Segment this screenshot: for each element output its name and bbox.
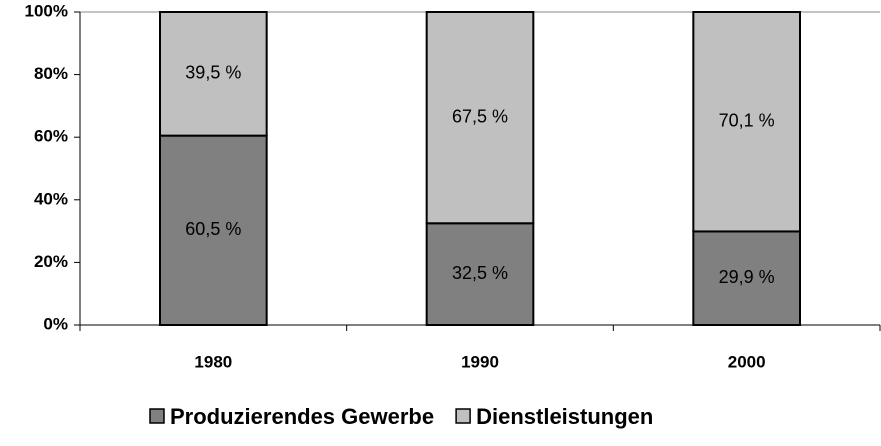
y-tick-label: 80% xyxy=(34,64,68,83)
bar-segment xyxy=(692,230,801,326)
bar-segment xyxy=(692,11,801,233)
legend-label: Dienstleistungen xyxy=(476,404,653,429)
legend-swatch xyxy=(149,408,165,424)
x-tick-label: 2000 xyxy=(728,352,766,371)
value-label: 70,1 % xyxy=(719,110,775,130)
legend-swatch xyxy=(455,408,471,424)
value-label: 39,5 % xyxy=(185,63,241,83)
value-label: 67,5 % xyxy=(452,106,508,126)
y-tick-label: 60% xyxy=(34,127,68,146)
y-tick-label: 100% xyxy=(25,1,68,20)
x-tick-label: 1990 xyxy=(461,352,499,371)
value-label: 32,5 % xyxy=(452,263,508,283)
bar-segment xyxy=(425,11,535,225)
value-label: 60,5 % xyxy=(185,219,241,239)
x-tick-label: 1980 xyxy=(194,352,232,371)
bar-segment xyxy=(159,11,268,137)
bar-segment xyxy=(159,134,268,326)
y-tick-label: 0% xyxy=(43,314,68,333)
bar-segment xyxy=(425,222,535,326)
y-tick-label: 40% xyxy=(34,189,68,208)
y-tick-label: 20% xyxy=(34,252,68,271)
value-label: 29,9 % xyxy=(719,267,775,287)
legend-label: Produzierendes Gewerbe xyxy=(170,404,434,429)
